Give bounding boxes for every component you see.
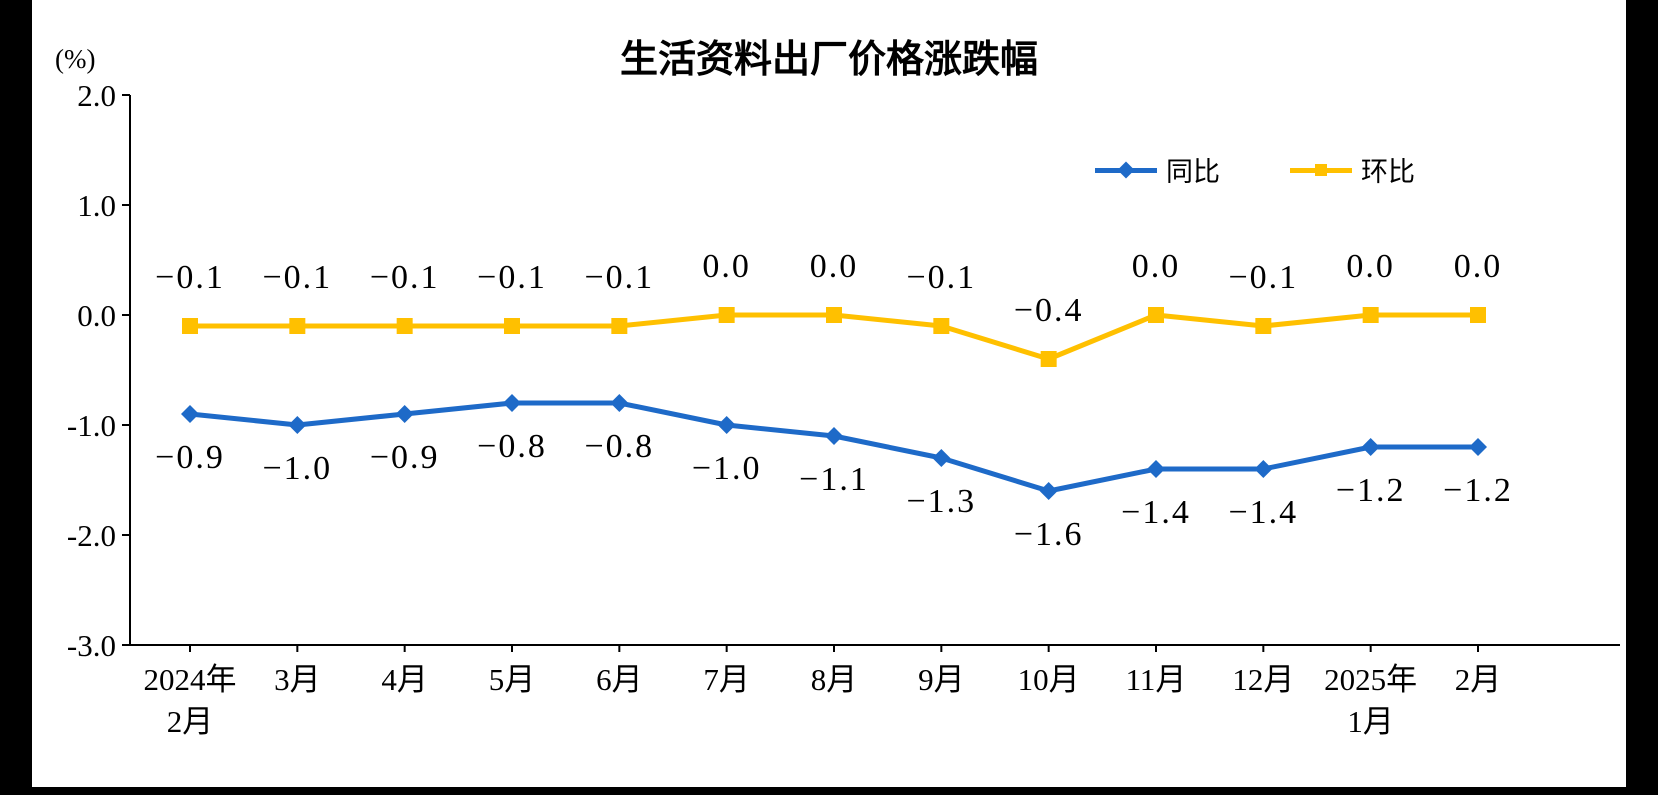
- x-tick-label: 1月: [1347, 704, 1394, 739]
- data-point-huanbi: [504, 318, 520, 334]
- legend-label-huanbi: 环比: [1361, 157, 1415, 187]
- data-label-tongbi: −1.2: [1336, 472, 1406, 509]
- data-label-tongbi: −1.6: [1014, 516, 1084, 553]
- data-label-huanbi: 0.0: [1132, 248, 1181, 285]
- x-tick-label: 11月: [1126, 662, 1187, 697]
- x-tick-label: 4月: [381, 662, 428, 697]
- x-tick-label: 2月: [1455, 662, 1502, 697]
- data-label-tongbi: −0.8: [584, 428, 654, 465]
- data-point-tongbi: [1147, 460, 1165, 478]
- chart-background-panel: [32, 0, 1626, 787]
- data-label-huanbi: 0.0: [1454, 248, 1503, 285]
- data-point-tongbi: [1039, 482, 1058, 500]
- data-point-huanbi: [289, 318, 306, 334]
- data-label-huanbi: −0.1: [906, 259, 976, 296]
- data-point-huanbi: [1040, 351, 1057, 367]
- data-point-huanbi: [1148, 307, 1164, 323]
- data-label-huanbi: 0.0: [1346, 248, 1395, 285]
- data-label-tongbi: −1.3: [906, 483, 976, 520]
- data-label-tongbi: −1.0: [262, 450, 332, 487]
- data-point-tongbi: [610, 394, 629, 412]
- x-tick-label: 10月: [1018, 662, 1080, 697]
- x-tick-label: 2月: [167, 704, 214, 739]
- data-point-tongbi: [395, 405, 414, 423]
- data-label-huanbi: −0.1: [1228, 259, 1298, 296]
- chart-title: 生活资料出厂价格涨跌幅: [619, 39, 1038, 81]
- data-label-tongbi: −1.1: [799, 461, 869, 498]
- data-point-tongbi: [1254, 460, 1273, 478]
- data-label-tongbi: −1.4: [1121, 494, 1191, 531]
- data-label-huanbi: −0.1: [584, 259, 654, 296]
- y-axis-unit-label: (%): [55, 44, 96, 74]
- data-label-huanbi: −0.1: [477, 259, 547, 296]
- x-tick-label: 3月: [274, 662, 321, 697]
- data-point-huanbi: [933, 318, 950, 334]
- legend: 同比 环比: [1095, 150, 1415, 189]
- huanbi-legend-marker: [1315, 163, 1327, 176]
- data-label-huanbi: −0.1: [262, 259, 332, 296]
- x-tick-label: 12月: [1232, 662, 1294, 697]
- data-point-huanbi: [611, 318, 628, 334]
- data-label-huanbi: 0.0: [702, 248, 751, 285]
- data-point-huanbi: [182, 318, 198, 334]
- data-point-huanbi: [396, 318, 413, 334]
- x-tick-label: 9月: [918, 662, 965, 697]
- data-point-tongbi: [288, 416, 307, 434]
- y-tick-label: -2.0: [67, 518, 116, 553]
- data-point-huanbi: [718, 307, 735, 323]
- y-tick-label: 2.0: [77, 78, 116, 113]
- legend-label-tongbi: 同比: [1166, 157, 1220, 187]
- data-point-tongbi: [181, 405, 199, 423]
- y-tick-label: 0.0: [77, 298, 116, 333]
- data-label-tongbi: −1.4: [1228, 494, 1298, 531]
- data-label-huanbi: −0.1: [370, 259, 440, 296]
- x-tick-label: 8月: [811, 662, 858, 697]
- data-label-tongbi: −1.0: [692, 450, 762, 487]
- data-point-tongbi: [717, 416, 736, 434]
- huanbi-line-square-icon: [1290, 162, 1352, 178]
- x-tick-label: 6月: [596, 662, 643, 697]
- data-point-huanbi: [1470, 307, 1486, 323]
- legend-item-huanbi: 环比: [1290, 150, 1415, 189]
- x-tick-label: 2024年: [144, 662, 237, 697]
- data-point-tongbi: [1361, 438, 1380, 456]
- data-point-huanbi: [1362, 307, 1379, 323]
- x-tick-label: 5月: [489, 662, 536, 697]
- data-label-tongbi: −0.9: [370, 439, 440, 476]
- tongbi-legend-marker: [1117, 161, 1135, 178]
- x-tick-label: 2025年: [1324, 662, 1417, 697]
- data-point-tongbi: [1469, 438, 1487, 456]
- data-label-tongbi: −1.2: [1443, 472, 1513, 509]
- data-point-huanbi: [826, 307, 842, 323]
- data-point-huanbi: [1255, 318, 1272, 334]
- tongbi-line-diamond-icon: [1095, 161, 1157, 178]
- data-point-tongbi: [932, 449, 951, 467]
- y-tick-label: -1.0: [67, 408, 116, 443]
- data-label-huanbi: 0.0: [810, 248, 859, 285]
- legend-item-tongbi: 同比: [1095, 150, 1220, 189]
- x-tick-label: 7月: [703, 662, 750, 697]
- data-label-huanbi: −0.4: [1014, 292, 1084, 329]
- data-point-tongbi: [503, 394, 521, 412]
- data-label-tongbi: −0.9: [155, 439, 225, 476]
- data-label-huanbi: −0.1: [155, 259, 225, 296]
- data-point-tongbi: [825, 427, 843, 445]
- y-tick-label: -3.0: [67, 628, 116, 663]
- y-tick-label: 1.0: [77, 188, 116, 223]
- data-label-tongbi: −0.8: [477, 428, 547, 465]
